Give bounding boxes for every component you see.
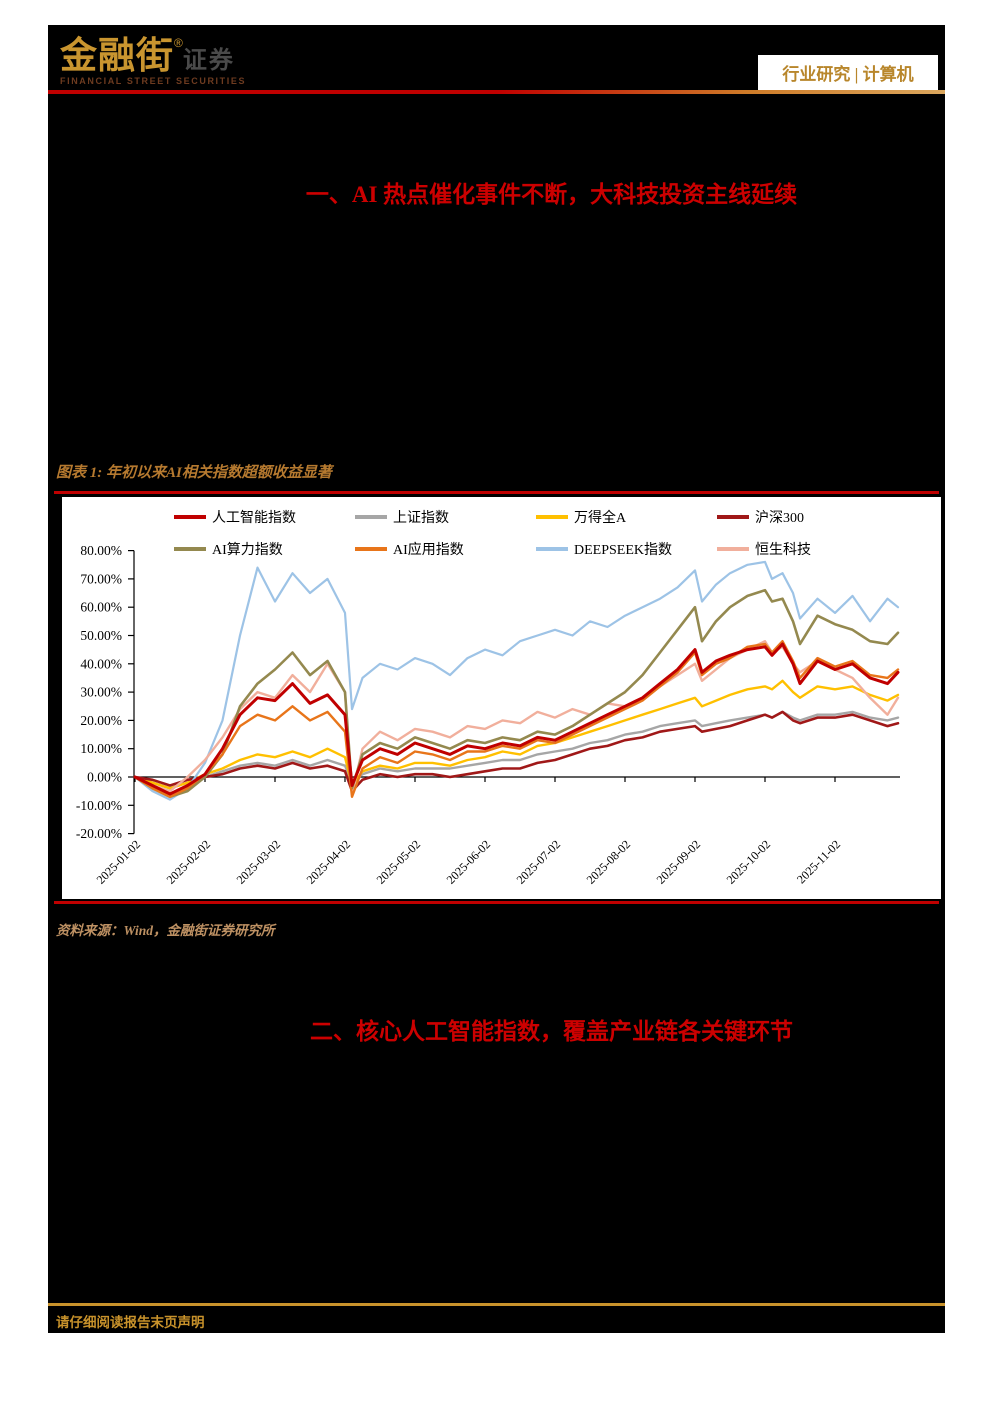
series-label: AI算力指数 — [212, 543, 283, 558]
y-tick-label: 30.00% — [80, 685, 122, 700]
x-tick-label: 2025-06-02 — [444, 837, 493, 886]
x-tick-label: 2025-02-02 — [164, 837, 213, 886]
report-type-label: 行业研究 | 计算机 — [782, 65, 914, 84]
series-label: 人工智能指数 — [212, 511, 296, 526]
figure-rule-bottom — [54, 901, 939, 904]
series-swatch — [174, 547, 206, 551]
series-swatch — [717, 547, 749, 551]
y-tick-label: 20.00% — [80, 713, 122, 728]
y-tick-label: 60.00% — [80, 600, 122, 615]
legend-item: DEEPSEEK指数 — [536, 539, 717, 559]
brand-subtitle: FINANCIAL STREET SECURITIES — [60, 76, 247, 86]
x-tick-label: 2025-08-02 — [584, 837, 633, 886]
brand-suffix: 证券 — [182, 47, 235, 74]
figure-rule-top — [54, 491, 939, 494]
series-line — [133, 710, 900, 793]
series-label: DEEPSEEK指数 — [574, 543, 672, 558]
legend-item: AI应用指数 — [355, 539, 536, 559]
legend-item: AI算力指数 — [174, 539, 355, 559]
chart-legend: 人工智能指数 上证指数 万得全A 沪深300 AI算力指数 AI应用指数 DEEPSEEK指… — [174, 507, 898, 559]
brand-name-line: 金融街®证券 — [60, 37, 246, 74]
figure-title: 图表 1: 年初以来AI相关指数超额收益显著 — [56, 465, 332, 481]
report-type-badge: 行业研究 | 计算机 — [758, 55, 938, 90]
report-page-panel: 金融街®证券 FINANCIAL STREET SECURITIES 行业研究 … — [48, 25, 945, 1333]
chart-canvas: -20.00% -10.00% 0.00% 10.00% 20.00% 30.00% 40.… — [76, 543, 900, 887]
x-tick-label: 2025-07-02 — [514, 837, 563, 886]
series-swatch — [536, 515, 568, 519]
series-label: 沪深300 — [755, 511, 804, 526]
y-tick-label: -10.00% — [76, 798, 122, 813]
y-tick-label: 0.00% — [87, 770, 122, 785]
series-line — [133, 639, 900, 796]
series-swatch — [355, 515, 387, 519]
series-label: 万得全A — [574, 511, 627, 526]
footer-divider-rule — [48, 1303, 945, 1306]
series-swatch — [355, 547, 387, 551]
series-swatch — [536, 547, 568, 551]
series-label: 上证指数 — [393, 511, 449, 526]
legend-item: 恒生科技 — [717, 539, 898, 559]
registered-mark-icon: ® — [174, 36, 183, 50]
series-line — [133, 588, 900, 799]
section-2-title: 二、核心人工智能指数，覆盖产业链各关键环节 — [310, 1019, 793, 1044]
legend-item: 人工智能指数 — [174, 507, 355, 527]
series-swatch — [174, 514, 206, 520]
series-label: 恒生科技 — [755, 543, 811, 558]
y-tick-label: 50.00% — [80, 628, 122, 643]
excess-return-chart: -20.00% -10.00% 0.00% 10.00% 20.00% 30.00% 40.… — [62, 497, 941, 899]
brand-name: 金融街 — [60, 33, 174, 77]
legend-item: 万得全A — [536, 507, 717, 527]
series-line — [133, 639, 900, 798]
y-tick-label: 80.00% — [80, 543, 122, 558]
source-note: 资料来源：Wind，金融街证券研究所 — [56, 923, 275, 938]
y-tick-label: -20.00% — [76, 826, 122, 841]
series-label: AI应用指数 — [393, 543, 464, 558]
series-line — [133, 560, 900, 801]
series-swatch — [717, 515, 749, 519]
y-tick-label: 10.00% — [80, 741, 122, 756]
series-line — [133, 679, 900, 790]
x-tick-label: 2025-04-02 — [304, 837, 353, 886]
legend-item: 沪深300 — [717, 507, 898, 527]
x-tick-label: 2025-03-02 — [234, 837, 283, 886]
x-tick-label: 2025-05-02 — [374, 837, 423, 886]
x-tick-label: 2025-10-02 — [724, 837, 773, 886]
header-divider-rule — [48, 90, 945, 94]
y-tick-label: 70.00% — [80, 571, 122, 586]
footer-disclaimer: 请仔细阅读报告末页声明 — [56, 1315, 205, 1330]
legend-item: 上证指数 — [355, 507, 536, 527]
x-tick-label: 2025-01-02 — [94, 837, 143, 886]
x-tick-label: 2025-09-02 — [654, 837, 703, 886]
y-tick-label: 40.00% — [80, 656, 122, 671]
x-tick-label: 2025-11-02 — [794, 837, 843, 886]
section-1-title: 一、AI 热点催化事件不断，大科技投资主线延续 — [305, 182, 798, 207]
brand-logo: 金融街®证券 FINANCIAL STREET SECURITIES — [60, 37, 246, 86]
series-line — [133, 642, 900, 796]
